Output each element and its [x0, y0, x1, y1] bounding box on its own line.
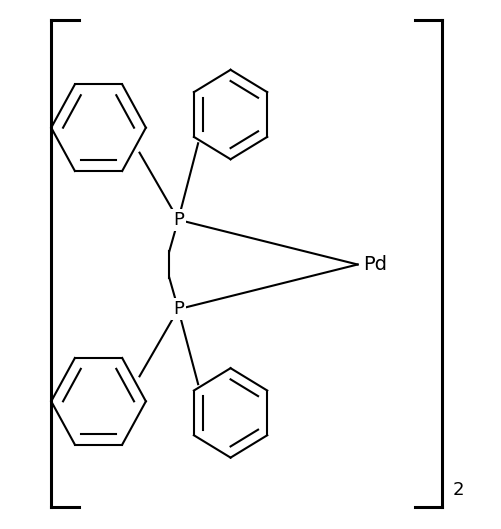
Text: 2: 2 — [452, 481, 464, 499]
Text: P: P — [173, 211, 184, 229]
Text: P: P — [173, 300, 184, 318]
Text: Pd: Pd — [364, 255, 388, 274]
